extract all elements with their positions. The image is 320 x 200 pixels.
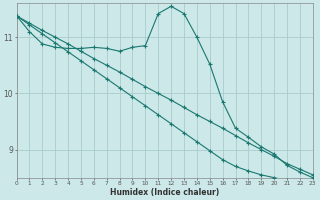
X-axis label: Humidex (Indice chaleur): Humidex (Indice chaleur) (110, 188, 219, 197)
